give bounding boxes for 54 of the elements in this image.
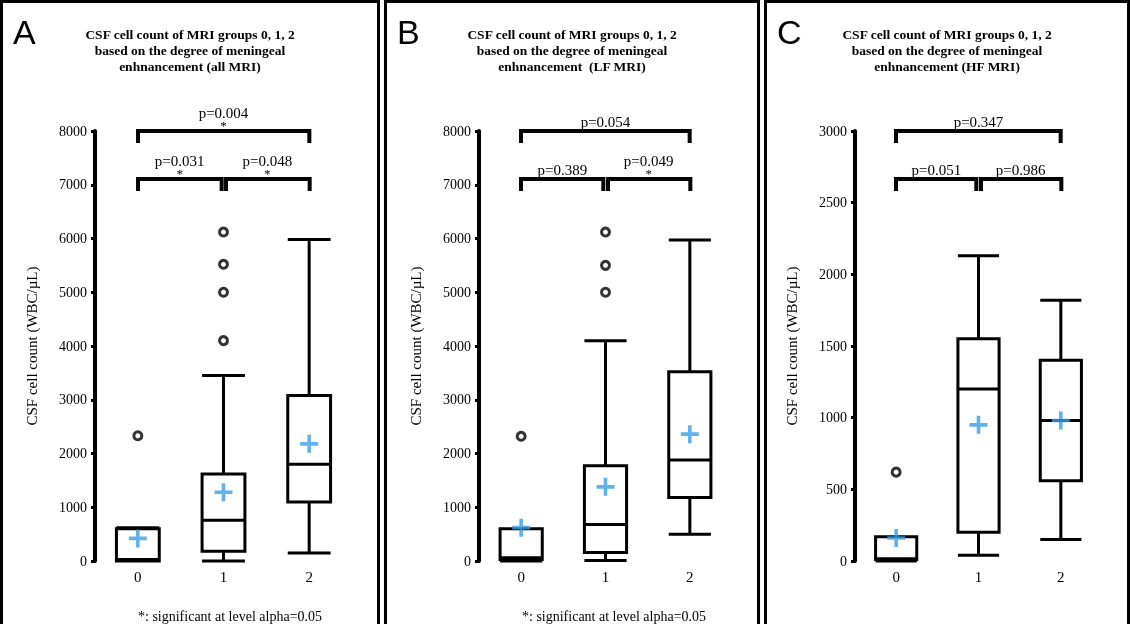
text: C (777, 13, 802, 51)
text: *: significant at level alpha=0.05 (138, 608, 323, 624)
annotation: p=0.986 (994, 162, 1047, 178)
y-tick-label: 500 (826, 481, 847, 497)
y-tick-label: 0 (840, 553, 847, 569)
y-tick-label: 8000 (59, 123, 87, 139)
y-tick-label: 5000 (443, 284, 471, 300)
y-tick-label: 2000 (443, 446, 471, 461)
y-tick-label: 2000 (59, 446, 87, 461)
y-tick-label: 1000 (443, 499, 471, 515)
y-tick-label: 5000 (59, 284, 87, 300)
y-tick-label: 2000 (819, 266, 847, 282)
y-tick-label: 3000 (819, 123, 847, 139)
y-tick-label: 3000 (59, 392, 87, 408)
y-axis-title: CSF cell count (WBC/µL) (23, 266, 41, 426)
chart-title: CSF cell count of MRI groups 0, 1, 2 based on the degree of meningeal enhnancement (HF MRI) (842, 26, 1052, 74)
text: *: significant at level alpha=0.05 (522, 608, 707, 624)
y-axis-title: CSF cell count (WBC/µL) (783, 266, 801, 426)
chart-title: CSF cell count of MRI groups 0, 1, 2 based on the degree of meningeal enhnancement (LF MRI) (467, 26, 677, 74)
x-tick-label: 2 (1057, 568, 1065, 585)
text: p=0.054 (579, 114, 632, 130)
x-tick-label: 0 (892, 568, 900, 585)
y-tick-label: 4000 (59, 338, 87, 354)
y-tick-label: 8000 (443, 123, 471, 139)
y-tick-label: 6000 (443, 231, 471, 246)
y-tick-label: 2500 (819, 195, 847, 211)
annotation: p=0.049 * (622, 153, 675, 181)
y-tick-label: 6000 (59, 231, 87, 246)
chart-title: CSF cell count of MRI groups 0, 1, 2 based on the degree of meningeal enhnancement (all MRI) (85, 26, 295, 74)
annotation: p=0.004 * (197, 105, 250, 133)
y-axis-title: CSF cell count (WBC/µL) (407, 266, 425, 426)
y-tick-label: 0 (464, 553, 471, 569)
annotation: p=0.031 * (153, 153, 206, 181)
y-tick-label: 4000 (443, 338, 471, 354)
x-tick-label: 0 (517, 568, 525, 585)
annotation: p=0.048 * (241, 153, 294, 181)
x-tick-label: 1 (219, 568, 228, 585)
y-tick-label: 1000 (819, 410, 847, 426)
y-tick-label: 7000 (59, 177, 87, 193)
text: p=0.347 (952, 114, 1005, 130)
annotation: p=0.389 (536, 162, 589, 178)
text: A (13, 13, 36, 51)
x-tick-label: 1 (601, 568, 610, 585)
x-tick-label: 2 (686, 568, 694, 585)
text: B (397, 13, 420, 51)
y-tick-label: 0 (80, 553, 87, 569)
y-tick-label: 1000 (59, 499, 87, 515)
y-tick-label: 1500 (819, 338, 847, 354)
y-tick-label: 7000 (443, 177, 471, 193)
x-tick-label: 0 (134, 568, 142, 585)
annotation: p=0.051 (910, 162, 963, 178)
y-tick-label: 3000 (443, 392, 471, 408)
x-tick-label: 2 (305, 568, 313, 585)
x-tick-label: 1 (974, 568, 983, 585)
